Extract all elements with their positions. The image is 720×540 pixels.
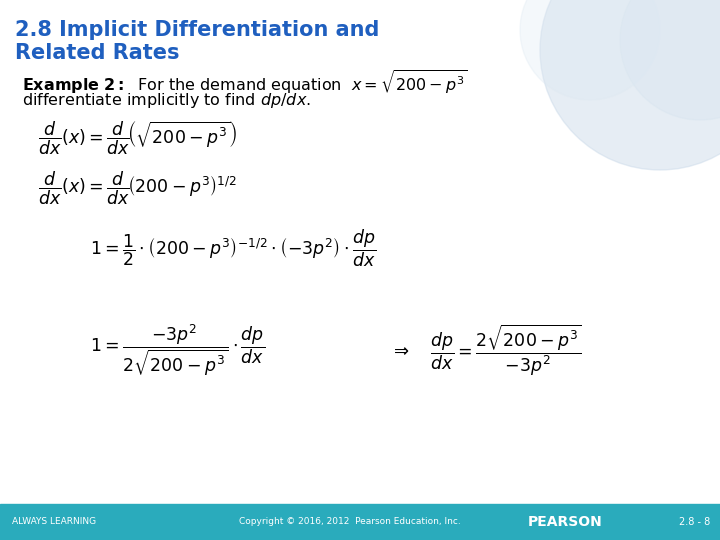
Circle shape bbox=[540, 0, 720, 170]
Text: $\dfrac{dp}{dx}=\dfrac{2\sqrt{200-p^3}}{-3p^2}$: $\dfrac{dp}{dx}=\dfrac{2\sqrt{200-p^3}}{… bbox=[430, 322, 582, 378]
Text: Copyright © 2016, 2012  Pearson Education, Inc.: Copyright © 2016, 2012 Pearson Education… bbox=[239, 517, 461, 526]
Text: PEARSON: PEARSON bbox=[528, 515, 603, 529]
Text: 2.8 Implicit Differentiation and: 2.8 Implicit Differentiation and bbox=[15, 20, 379, 40]
Text: $\dfrac{d}{dx}(x)=\dfrac{d}{dx}\!\left(200-p^3\right)^{1/2}$: $\dfrac{d}{dx}(x)=\dfrac{d}{dx}\!\left(2… bbox=[38, 169, 237, 207]
Text: $1=\dfrac{-3p^2}{2\sqrt{200-p^3}}\cdot\dfrac{dp}{dx}$: $1=\dfrac{-3p^2}{2\sqrt{200-p^3}}\cdot\d… bbox=[90, 322, 265, 378]
Text: $1=\dfrac{1}{2}\cdot\left(200-p^3\right)^{-1/2}\cdot\left(-3p^2\right)\cdot\dfra: $1=\dfrac{1}{2}\cdot\left(200-p^3\right)… bbox=[90, 227, 377, 269]
Circle shape bbox=[520, 0, 660, 100]
Text: Related Rates: Related Rates bbox=[15, 43, 179, 63]
Text: $\Rightarrow$: $\Rightarrow$ bbox=[390, 341, 410, 359]
Text: $\dfrac{d}{dx}(x)=\dfrac{d}{dx}\!\left(\sqrt{200-p^3}\right)$: $\dfrac{d}{dx}(x)=\dfrac{d}{dx}\!\left(\… bbox=[38, 119, 238, 157]
Text: ALWAYS LEARNING: ALWAYS LEARNING bbox=[12, 517, 96, 526]
Text: differentiate implicitly to find $dp/dx$.: differentiate implicitly to find $dp/dx$… bbox=[22, 91, 311, 111]
Bar bbox=[0, 504, 720, 540]
Circle shape bbox=[620, 0, 720, 120]
Text: $\mathbf{Example\ 2:}$  For the demand equation  $x = \sqrt{200 - p^3}$: $\mathbf{Example\ 2:}$ For the demand eq… bbox=[22, 68, 468, 96]
Text: 2.8 - 8: 2.8 - 8 bbox=[680, 517, 711, 527]
